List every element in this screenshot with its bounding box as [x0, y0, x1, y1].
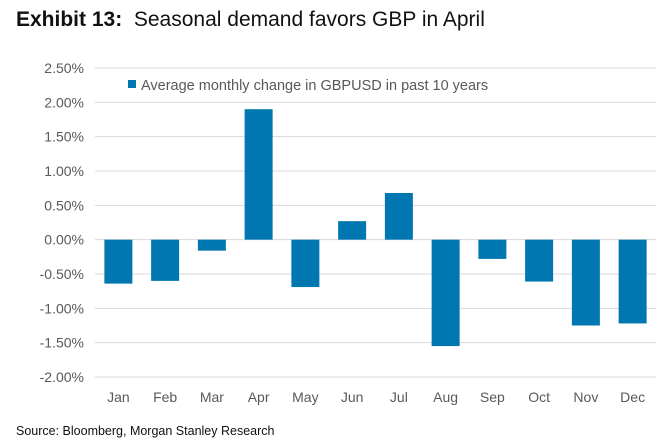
x-tick-label: Nov	[573, 389, 598, 405]
y-tick-label: -1.00%	[40, 300, 84, 316]
chart-title: Exhibit 13: Seasonal demand favors GBP i…	[16, 8, 485, 32]
y-tick-label: 1.50%	[44, 129, 84, 145]
x-tick-label: Apr	[248, 389, 270, 405]
x-tick-label: Dec	[620, 389, 645, 405]
bar-may	[291, 239, 320, 288]
bar-nov	[571, 239, 600, 326]
bar-feb	[151, 239, 180, 281]
y-tick-label: 2.50%	[44, 60, 84, 76]
bar-sep	[478, 239, 507, 259]
x-tick-label: Feb	[153, 389, 177, 405]
exhibit-label: Exhibit 13:	[16, 8, 123, 31]
y-tick-label: 0.50%	[44, 197, 84, 213]
bar-jul	[384, 192, 413, 240]
x-tick-label: Sep	[480, 389, 505, 405]
x-tick-label: May	[292, 389, 318, 405]
bar-apr	[244, 109, 273, 240]
bar-mar	[197, 239, 226, 251]
y-tick-label: -1.50%	[40, 335, 84, 351]
legend-label: Average monthly change in GBPUSD in past…	[141, 78, 488, 94]
x-tick-label: Jul	[390, 389, 408, 405]
x-tick-label: Oct	[528, 389, 550, 405]
bar-oct	[525, 239, 554, 282]
x-tick-label: Mar	[200, 389, 224, 405]
bar-dec	[618, 239, 647, 324]
bar-jan	[104, 239, 133, 284]
x-tick-label: Jan	[107, 389, 130, 405]
bar-jun	[338, 221, 367, 240]
x-tick-label: Jun	[341, 389, 364, 405]
bar-aug	[431, 239, 460, 347]
y-tick-label: 0.00%	[44, 232, 84, 248]
title-text: Seasonal demand favors GBP in April	[133, 8, 485, 31]
source-note: Source: Bloomberg, Morgan Stanley Resear…	[16, 424, 275, 438]
y-tick-label: 2.00%	[44, 94, 84, 110]
y-tick-label: 1.00%	[44, 163, 84, 179]
x-tick-label: Aug	[433, 389, 458, 405]
y-tick-label: -2.00%	[40, 369, 84, 385]
legend-swatch	[128, 80, 136, 88]
y-tick-label: -0.50%	[40, 266, 84, 282]
